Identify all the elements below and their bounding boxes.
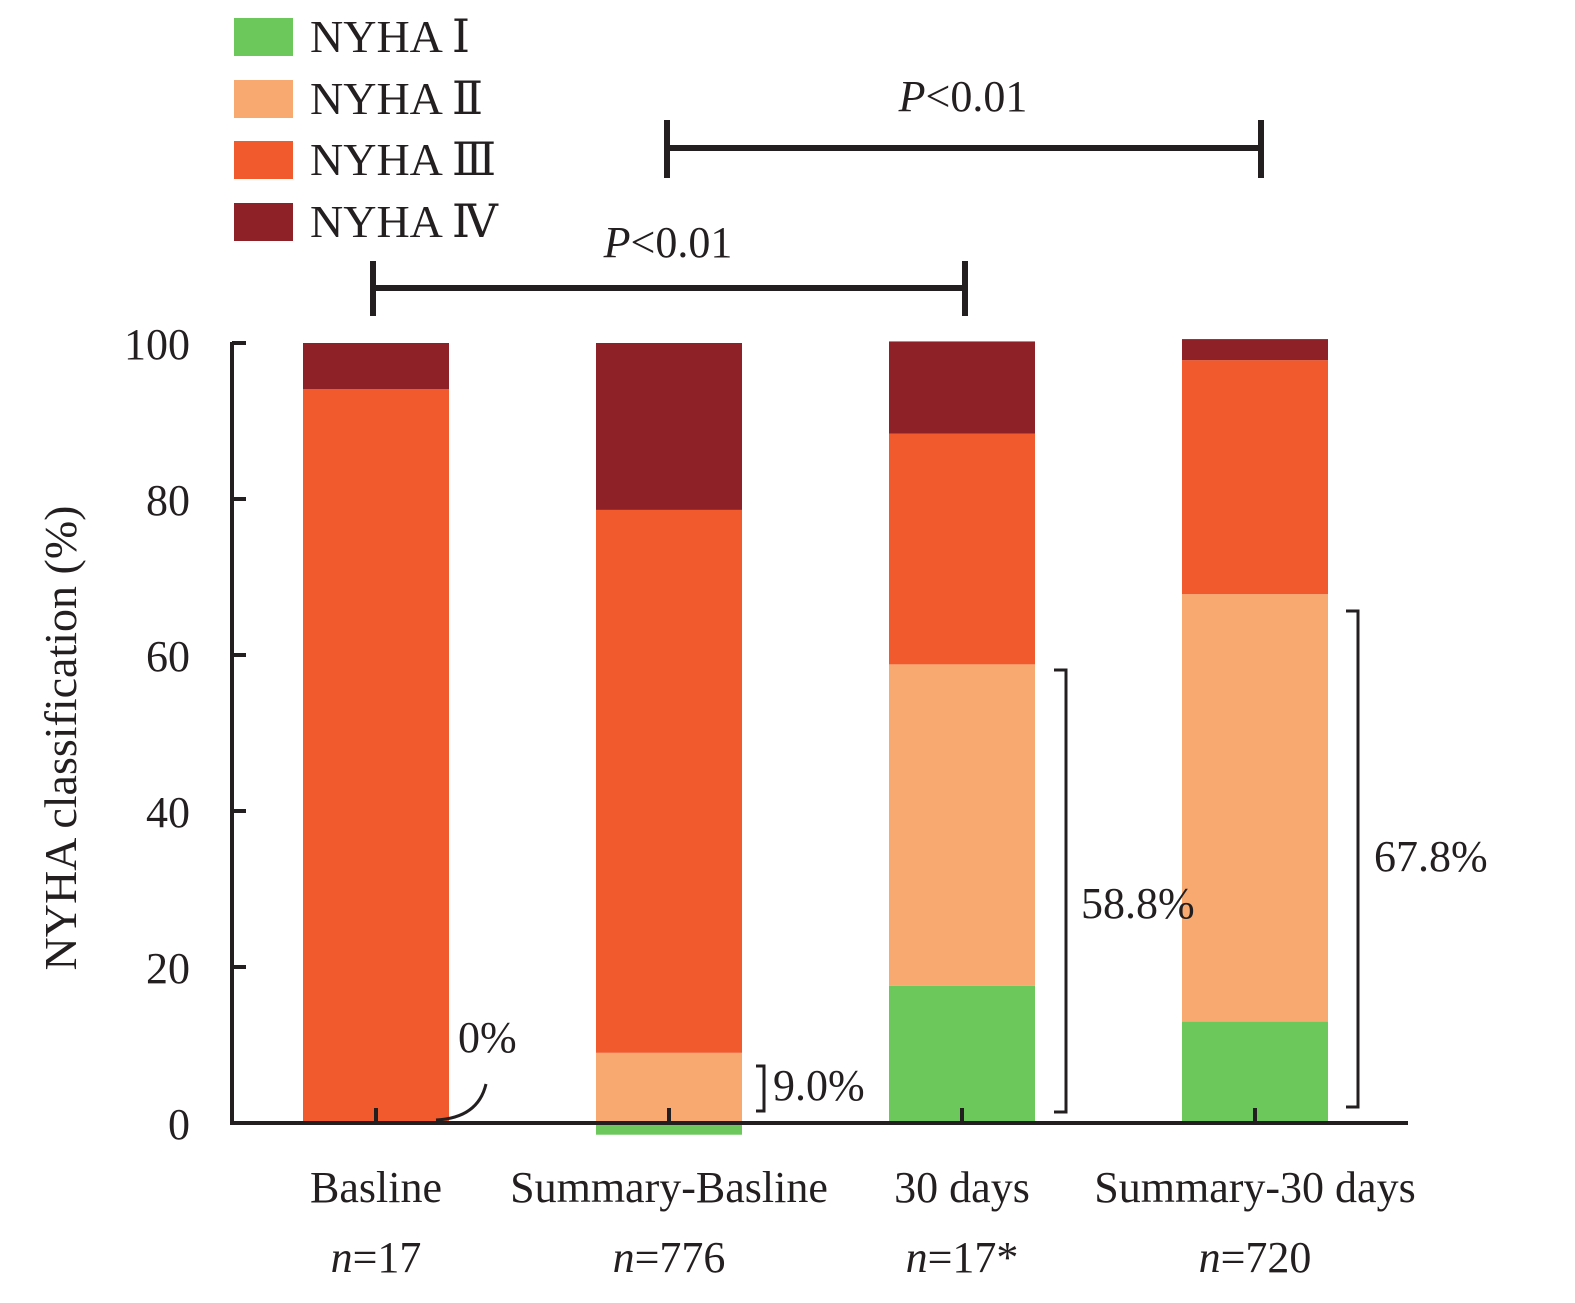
- bracket-30-days: [1054, 668, 1068, 1114]
- x-category-label-3: Summary-30 days: [1094, 1163, 1415, 1212]
- bar-segment-2-2: [889, 433, 1035, 665]
- y-tick-label-80: 80: [146, 476, 190, 525]
- percent-label-summary-baseline: 9.0%: [773, 1061, 865, 1110]
- legend-label-1: NYHA Ⅱ: [310, 73, 483, 124]
- x-category-label-1: Summary-Basline: [510, 1163, 828, 1212]
- bar-segment-2-3: [889, 341, 1035, 434]
- legend-swatch-0: [234, 18, 293, 56]
- legend-swatch-1: [234, 80, 293, 118]
- x-category-label-2: 30 days: [894, 1163, 1030, 1212]
- sample-size-label-0: n=17: [331, 1233, 422, 1282]
- significance-bar-2: P<0.01: [664, 72, 1264, 178]
- y-tick-label-0: 0: [168, 1100, 190, 1149]
- sample-size-prefix-0: n: [331, 1233, 353, 1282]
- bar-segment-3-1: [1182, 594, 1328, 1022]
- sample-size-label-2: n=17*: [906, 1233, 1019, 1282]
- legend-label-3: NYHA Ⅳ: [310, 196, 499, 247]
- p-value-label-1: P<0.01: [603, 218, 733, 267]
- bar-segment-0-2: [303, 389, 449, 1123]
- bar-segment-2-0: [889, 985, 1035, 1123]
- legend-label-2: NYHA Ⅲ: [310, 134, 496, 185]
- sample-size-prefix-2: n: [906, 1233, 928, 1282]
- percent-label-baseline: 0%: [458, 1013, 517, 1062]
- sample-size-value-3: =720: [1221, 1233, 1312, 1282]
- bracket-summary-baseline: [756, 1064, 766, 1113]
- sample-size-value-1: =776: [635, 1233, 726, 1282]
- bar-segment-0-3: [303, 343, 449, 390]
- bar-segment-1-2: [596, 509, 742, 1053]
- bar-segment-2-1: [889, 664, 1035, 986]
- y-tick-label-100: 100: [124, 320, 190, 369]
- legend-swatch-2: [234, 141, 293, 179]
- significance-bar-1: P<0.01: [370, 218, 968, 316]
- sample-size-label-1: n=776: [613, 1233, 726, 1282]
- sample-size-value-2: =17*: [928, 1233, 1019, 1282]
- bar-segment-1-3: [596, 343, 742, 510]
- bar-segment-1-0: [596, 1123, 742, 1135]
- percent-label-summary-30-days: 67.8%: [1374, 832, 1488, 881]
- zero-percent-pointer: [435, 1083, 488, 1122]
- sample-size-value-0: =17: [353, 1233, 422, 1282]
- bar-segment-3-3: [1182, 339, 1328, 361]
- y-axis-title: NYHA classification (%): [35, 506, 86, 971]
- bar-segment-3-2: [1182, 360, 1328, 595]
- percent-label-30-days: 58.8%: [1081, 879, 1195, 928]
- x-category-label-0: Basline: [310, 1163, 442, 1212]
- y-tick-label-20: 20: [146, 944, 190, 993]
- sample-size-label-3: n=720: [1199, 1233, 1312, 1282]
- sample-size-prefix-3: n: [1199, 1233, 1221, 1282]
- legend-swatch-3: [234, 203, 293, 241]
- p-value-label-2: P<0.01: [898, 72, 1028, 121]
- sample-size-prefix-1: n: [613, 1233, 635, 1282]
- bracket-summary-30-days: [1346, 609, 1360, 1109]
- y-tick-label-60: 60: [146, 632, 190, 681]
- legend-label-0: NYHA Ⅰ: [310, 11, 470, 62]
- y-tick-label-40: 40: [146, 788, 190, 837]
- bar-segment-3-0: [1182, 1021, 1328, 1123]
